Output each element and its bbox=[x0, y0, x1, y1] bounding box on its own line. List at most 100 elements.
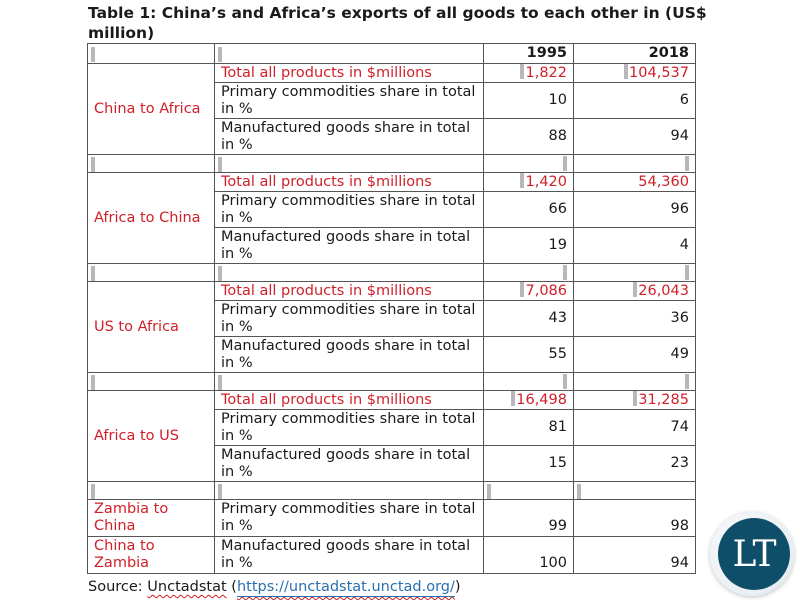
metric-label: Manufactured goods share in total in % bbox=[214, 536, 484, 574]
value-text: 31,285 bbox=[638, 392, 689, 408]
value-2018: 49 bbox=[573, 336, 696, 373]
metric-label: Manufactured goods share in total in % bbox=[214, 336, 484, 373]
cell-marker bbox=[633, 282, 638, 297]
value-2018: 94 bbox=[573, 118, 696, 155]
source-open-paren: ( bbox=[226, 579, 237, 595]
source-name: Unctadstat bbox=[147, 579, 227, 595]
spacer-row bbox=[87, 481, 696, 500]
spacer-cell bbox=[573, 372, 696, 391]
value-2018: 98 bbox=[573, 499, 696, 537]
table-row-total: China to Africa Total all products in $m… bbox=[87, 63, 696, 155]
value-2018: 26,043 bbox=[573, 281, 696, 301]
metric-label: Total all products in $millions bbox=[214, 390, 484, 410]
header-row: 1995 2018 bbox=[87, 43, 696, 64]
cell-marker bbox=[218, 265, 222, 281]
exports-table: 1995 2018 China to Africa Total all prod… bbox=[87, 43, 696, 574]
value-1995: 100 bbox=[483, 536, 574, 574]
metric-label: Primary commodities share in total in % bbox=[214, 191, 484, 228]
group-label: Africa to China bbox=[87, 172, 215, 264]
cell-marker bbox=[685, 373, 689, 389]
value-text: 104,537 bbox=[629, 65, 689, 81]
metric-label: Total all products in $millions bbox=[214, 63, 484, 83]
value-1995: 10 bbox=[483, 82, 574, 119]
spacer-cell bbox=[483, 481, 574, 500]
table-row-primary: Primary commodities share in total in % … bbox=[88, 82, 696, 119]
source-link-wrap[interactable]: https://unctadstat.unctad.org/ bbox=[237, 579, 455, 595]
spacer-row bbox=[87, 372, 696, 391]
header-cell-empty bbox=[87, 43, 215, 64]
cell-marker bbox=[520, 64, 525, 79]
cell-marker bbox=[577, 483, 581, 499]
cell-marker bbox=[218, 374, 222, 390]
metric-label: Primary commodities share in total in % bbox=[214, 409, 484, 446]
source-link[interactable]: https://unctadstat.unctad.org/ bbox=[236, 579, 455, 595]
group-label: China to Africa bbox=[87, 63, 215, 155]
spacer-cell bbox=[214, 154, 484, 173]
value-1995: 15 bbox=[483, 445, 574, 482]
header-year-1995: 1995 bbox=[483, 43, 574, 64]
cell-marker bbox=[218, 483, 222, 499]
value-2018: 94 bbox=[573, 536, 696, 574]
header-cell-empty bbox=[214, 43, 484, 64]
value-2018: 31,285 bbox=[573, 390, 696, 410]
cell-marker bbox=[685, 155, 689, 171]
value-2018: 23 bbox=[573, 445, 696, 482]
value-1995: 19 bbox=[483, 227, 574, 264]
metric-label: Primary commodities share in total in % bbox=[214, 300, 484, 337]
metric-label: Total all products in $millions bbox=[214, 172, 484, 192]
lusaka-times-logo: LT bbox=[710, 512, 794, 596]
table-row-manufactured: Manufactured goods share in total in % 1… bbox=[88, 227, 696, 264]
value-1995: 1,822 bbox=[483, 63, 574, 83]
group-label: Africa to US bbox=[87, 390, 215, 482]
metric-label: Manufactured goods share in total in % bbox=[214, 227, 484, 264]
value-2018: 74 bbox=[573, 409, 696, 446]
metric-label: Primary commodities share in total in % bbox=[214, 82, 484, 119]
spacer-cell bbox=[573, 263, 696, 282]
table-row-manufactured: Manufactured goods share in total in % 5… bbox=[88, 336, 696, 373]
spacer-cell bbox=[87, 154, 215, 173]
value-2018: 96 bbox=[573, 191, 696, 228]
logo-text: LT bbox=[732, 533, 777, 575]
table-row-total: Africa to China Total all products in $m… bbox=[87, 172, 696, 264]
cell-marker bbox=[91, 483, 95, 499]
cell-marker bbox=[91, 156, 95, 172]
value-2018: 36 bbox=[573, 300, 696, 337]
cell-marker bbox=[624, 64, 629, 79]
cell-marker bbox=[91, 46, 95, 62]
metric-label: Primary commodities share in total in % bbox=[214, 499, 484, 537]
value-text: 7,086 bbox=[525, 283, 567, 299]
spacer-cell bbox=[483, 372, 574, 391]
value-1995: 66 bbox=[483, 191, 574, 228]
value-text: 16,498 bbox=[516, 392, 567, 408]
logo-badge: LT bbox=[718, 518, 790, 590]
spacer-row bbox=[87, 263, 696, 282]
source-line: Source: Unctadstat (https://unctadstat.u… bbox=[88, 578, 461, 596]
value-text: 1,822 bbox=[525, 65, 567, 81]
value-text: 1,420 bbox=[525, 174, 567, 190]
value-1995: 81 bbox=[483, 409, 574, 446]
table-row-manufactured: Manufactured goods share in total in % 8… bbox=[88, 118, 696, 155]
cell-marker bbox=[520, 173, 525, 188]
cell-marker bbox=[487, 483, 491, 499]
value-1995: 99 bbox=[483, 499, 574, 537]
table-row-primary: Primary commodities share in total in % … bbox=[88, 409, 696, 446]
group-label: Zambia to China bbox=[87, 499, 215, 537]
value-1995: 55 bbox=[483, 336, 574, 373]
value-2018: 6 bbox=[573, 82, 696, 119]
spacer-cell bbox=[573, 154, 696, 173]
header-year-2018: 2018 bbox=[573, 43, 696, 64]
spacer-cell bbox=[87, 263, 215, 282]
group-label: China to Zambia bbox=[87, 536, 215, 574]
value-1995: 88 bbox=[483, 118, 574, 155]
cell-marker bbox=[633, 391, 638, 406]
value-2018: 54,360 bbox=[573, 172, 696, 192]
table-row-china-to-zambia: China to Zambia Manufactured goods share… bbox=[87, 536, 696, 574]
group-label: US to Africa bbox=[87, 281, 215, 373]
spacer-cell bbox=[214, 263, 484, 282]
spacer-cell bbox=[214, 481, 484, 500]
source-close-paren: ) bbox=[454, 579, 461, 595]
source-prefix: Source: bbox=[88, 579, 148, 595]
value-1995: 16,498 bbox=[483, 390, 574, 410]
value-text: 54,360 bbox=[638, 173, 689, 190]
spacer-row bbox=[87, 154, 696, 173]
